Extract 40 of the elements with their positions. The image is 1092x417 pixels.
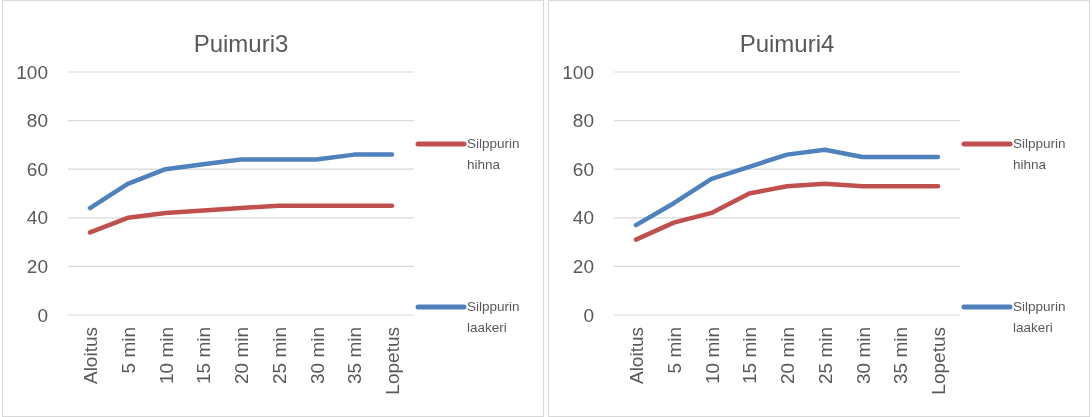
x-tick-label: 35 min [344,327,366,385]
legend-label: Silppurin hihna [1013,136,1066,172]
x-tick-label: 15 min [739,327,761,385]
x-tick-label: Aloitus [80,327,101,385]
x-tick-label: 10 min [155,327,177,385]
x-tick-label: Lopetus [382,327,403,395]
x-tick-label: Lopetus [928,327,949,395]
x-tick-label: 5 min [663,327,685,374]
line-series [633,181,941,242]
line-series [633,147,941,228]
y-tick-label: 100 [562,61,594,83]
x-tick-label: 15 min [193,327,215,385]
x-tick-label: 20 min [777,327,798,385]
y-tick-label: 60 [26,158,48,180]
x-tick-label: 30 min [852,327,874,385]
x-tick-label: 25 min [268,327,290,385]
chart-title: Puimuri3 [193,30,289,57]
x-tick-label: 10 min [701,327,723,385]
x-tick-label: 5 min [117,327,139,374]
legend-label: Silppurin laakeri [467,299,520,335]
y-tick-label: 80 [572,110,594,132]
y-tick-label: 100 [16,61,48,83]
y-tick-label: 40 [572,207,594,229]
y-tick-label: 60 [572,158,594,180]
line-series [87,203,395,235]
legend-label: Silppurin laakeri [1013,299,1066,335]
y-tick-label: 0 [37,304,48,326]
y-tick-label: 20 [26,256,48,278]
x-tick-label: 30 min [306,327,328,385]
y-tick-label: 80 [26,110,48,132]
y-tick-label: 40 [26,207,48,229]
x-tick-label: Aloitus [626,327,647,385]
x-tick-label: 35 min [890,327,912,385]
y-tick-label: 20 [572,256,594,278]
x-tick-label: 20 min [231,327,252,385]
line-series [87,152,395,211]
legend-label: Silppurin hihna [467,136,520,172]
x-tick-label: 25 min [814,327,836,385]
chart-title: Puimuri4 [739,30,835,57]
y-tick-label: 0 [583,304,594,326]
